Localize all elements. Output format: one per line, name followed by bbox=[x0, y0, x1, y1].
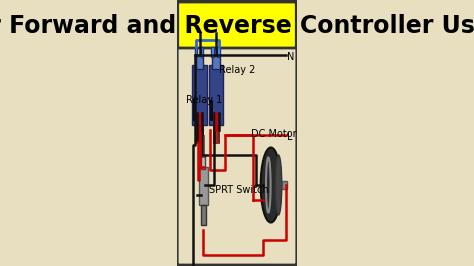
Text: DC Motor Forward and Reverse Controller Using Relay: DC Motor Forward and Reverse Controller … bbox=[0, 14, 474, 38]
Bar bbox=[212, 55, 220, 69]
Ellipse shape bbox=[261, 148, 281, 222]
Bar bbox=[213, 125, 214, 143]
Bar bbox=[192, 65, 207, 125]
Bar bbox=[211, 47, 214, 57]
Bar bbox=[201, 155, 205, 169]
Bar bbox=[218, 125, 219, 143]
Bar bbox=[210, 100, 211, 120]
Bar bbox=[209, 65, 223, 125]
Bar bbox=[215, 125, 217, 143]
Bar bbox=[201, 47, 203, 57]
Text: Relay 2: Relay 2 bbox=[219, 65, 255, 75]
Text: N: N bbox=[287, 52, 294, 62]
FancyBboxPatch shape bbox=[178, 2, 296, 48]
Bar bbox=[199, 167, 208, 205]
Bar bbox=[202, 135, 204, 157]
Text: SPRT Switch: SPRT Switch bbox=[209, 185, 269, 195]
Bar bbox=[196, 125, 198, 143]
Bar bbox=[194, 47, 197, 57]
Ellipse shape bbox=[275, 155, 282, 215]
Bar bbox=[196, 55, 203, 69]
Bar bbox=[282, 181, 287, 189]
Bar bbox=[193, 100, 195, 120]
Bar bbox=[218, 47, 220, 57]
Bar bbox=[199, 125, 201, 143]
Bar bbox=[201, 125, 203, 143]
Bar bbox=[201, 205, 206, 225]
Text: L: L bbox=[287, 132, 292, 142]
Text: Relay 1: Relay 1 bbox=[186, 95, 223, 105]
Text: DC Motor: DC Motor bbox=[251, 129, 296, 139]
